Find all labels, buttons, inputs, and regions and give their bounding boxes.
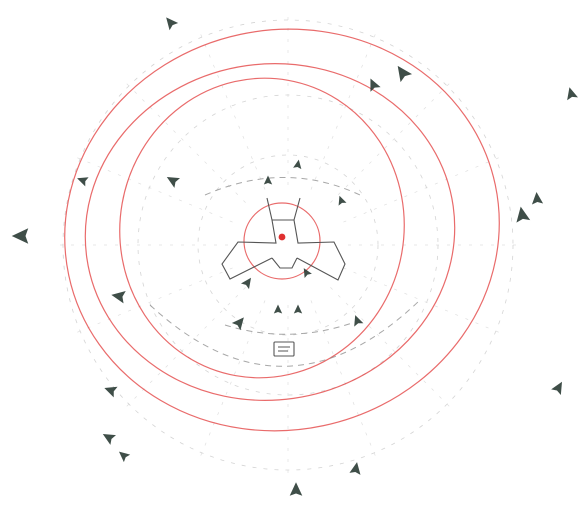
arrowhead-marker-icon xyxy=(77,177,89,187)
small-label-box-lines xyxy=(278,346,290,352)
arrowhead-marker-icon xyxy=(338,195,347,206)
radial-spoke xyxy=(343,154,506,223)
arrowhead-marker-icon xyxy=(551,381,562,395)
arrowhead-marker-icon xyxy=(289,482,303,496)
central-emblem-icon xyxy=(221,197,346,281)
red-ring-outer xyxy=(64,28,500,432)
arrowhead-marker-icon xyxy=(293,304,303,314)
arrowhead-marker-icon xyxy=(166,177,180,188)
arrowhead-marker-icon xyxy=(349,462,361,475)
center-dot-icon xyxy=(278,233,286,241)
red-ring-mid-inner xyxy=(119,77,405,379)
radial-spoke xyxy=(197,27,266,190)
arrowhead-marker-icon xyxy=(231,317,244,331)
arrowhead-marker-icon xyxy=(166,17,179,31)
arrowhead-marker-icon xyxy=(11,228,29,244)
radial-spoke xyxy=(330,78,455,203)
grey-arc-layer xyxy=(149,177,421,367)
arrowhead-marker-icon xyxy=(531,192,544,205)
radial-spoke xyxy=(121,78,246,203)
arrowhead-marker-icon xyxy=(370,78,381,92)
arrowhead-marker-icon xyxy=(273,304,283,314)
radial-spoke xyxy=(310,300,379,463)
radial-spoke xyxy=(121,287,246,412)
radial-spoke xyxy=(197,300,266,463)
guide-ring-outer xyxy=(62,19,514,471)
small-label-box-icon xyxy=(273,341,295,357)
radial-spoke xyxy=(70,267,233,336)
bottom-arc xyxy=(149,299,421,367)
arrowhead-marker-icon xyxy=(111,290,126,304)
arrowhead-marker-icon xyxy=(240,277,252,290)
arrowhead-markers xyxy=(11,17,578,496)
radial-spoke xyxy=(70,154,233,223)
radial-spoke xyxy=(343,267,506,336)
red-ring-middle xyxy=(84,63,456,401)
dashed-guide-layer xyxy=(53,10,523,480)
radial-spoke xyxy=(310,27,379,190)
arrowhead-marker-icon xyxy=(102,434,116,445)
radial-spokes xyxy=(53,10,523,480)
upper-arc xyxy=(204,177,361,196)
arrowhead-marker-icon xyxy=(118,451,131,463)
guide-ring-inner xyxy=(197,154,379,336)
arrowhead-marker-icon xyxy=(263,175,273,185)
arrowhead-marker-icon xyxy=(516,206,531,223)
arrowhead-marker-icon xyxy=(567,87,578,101)
red-orbit-rings xyxy=(64,28,500,432)
radial-spoke xyxy=(330,287,455,412)
lower-arc xyxy=(224,321,356,335)
arrowhead-marker-icon xyxy=(293,159,302,170)
arrowhead-marker-icon xyxy=(104,386,118,398)
arrowhead-marker-icon xyxy=(354,315,364,327)
red-ring-center xyxy=(243,202,321,280)
central-emblem xyxy=(221,197,346,357)
arrowhead-marker-icon xyxy=(397,65,413,83)
arrowhead-marker-icon xyxy=(303,268,312,278)
